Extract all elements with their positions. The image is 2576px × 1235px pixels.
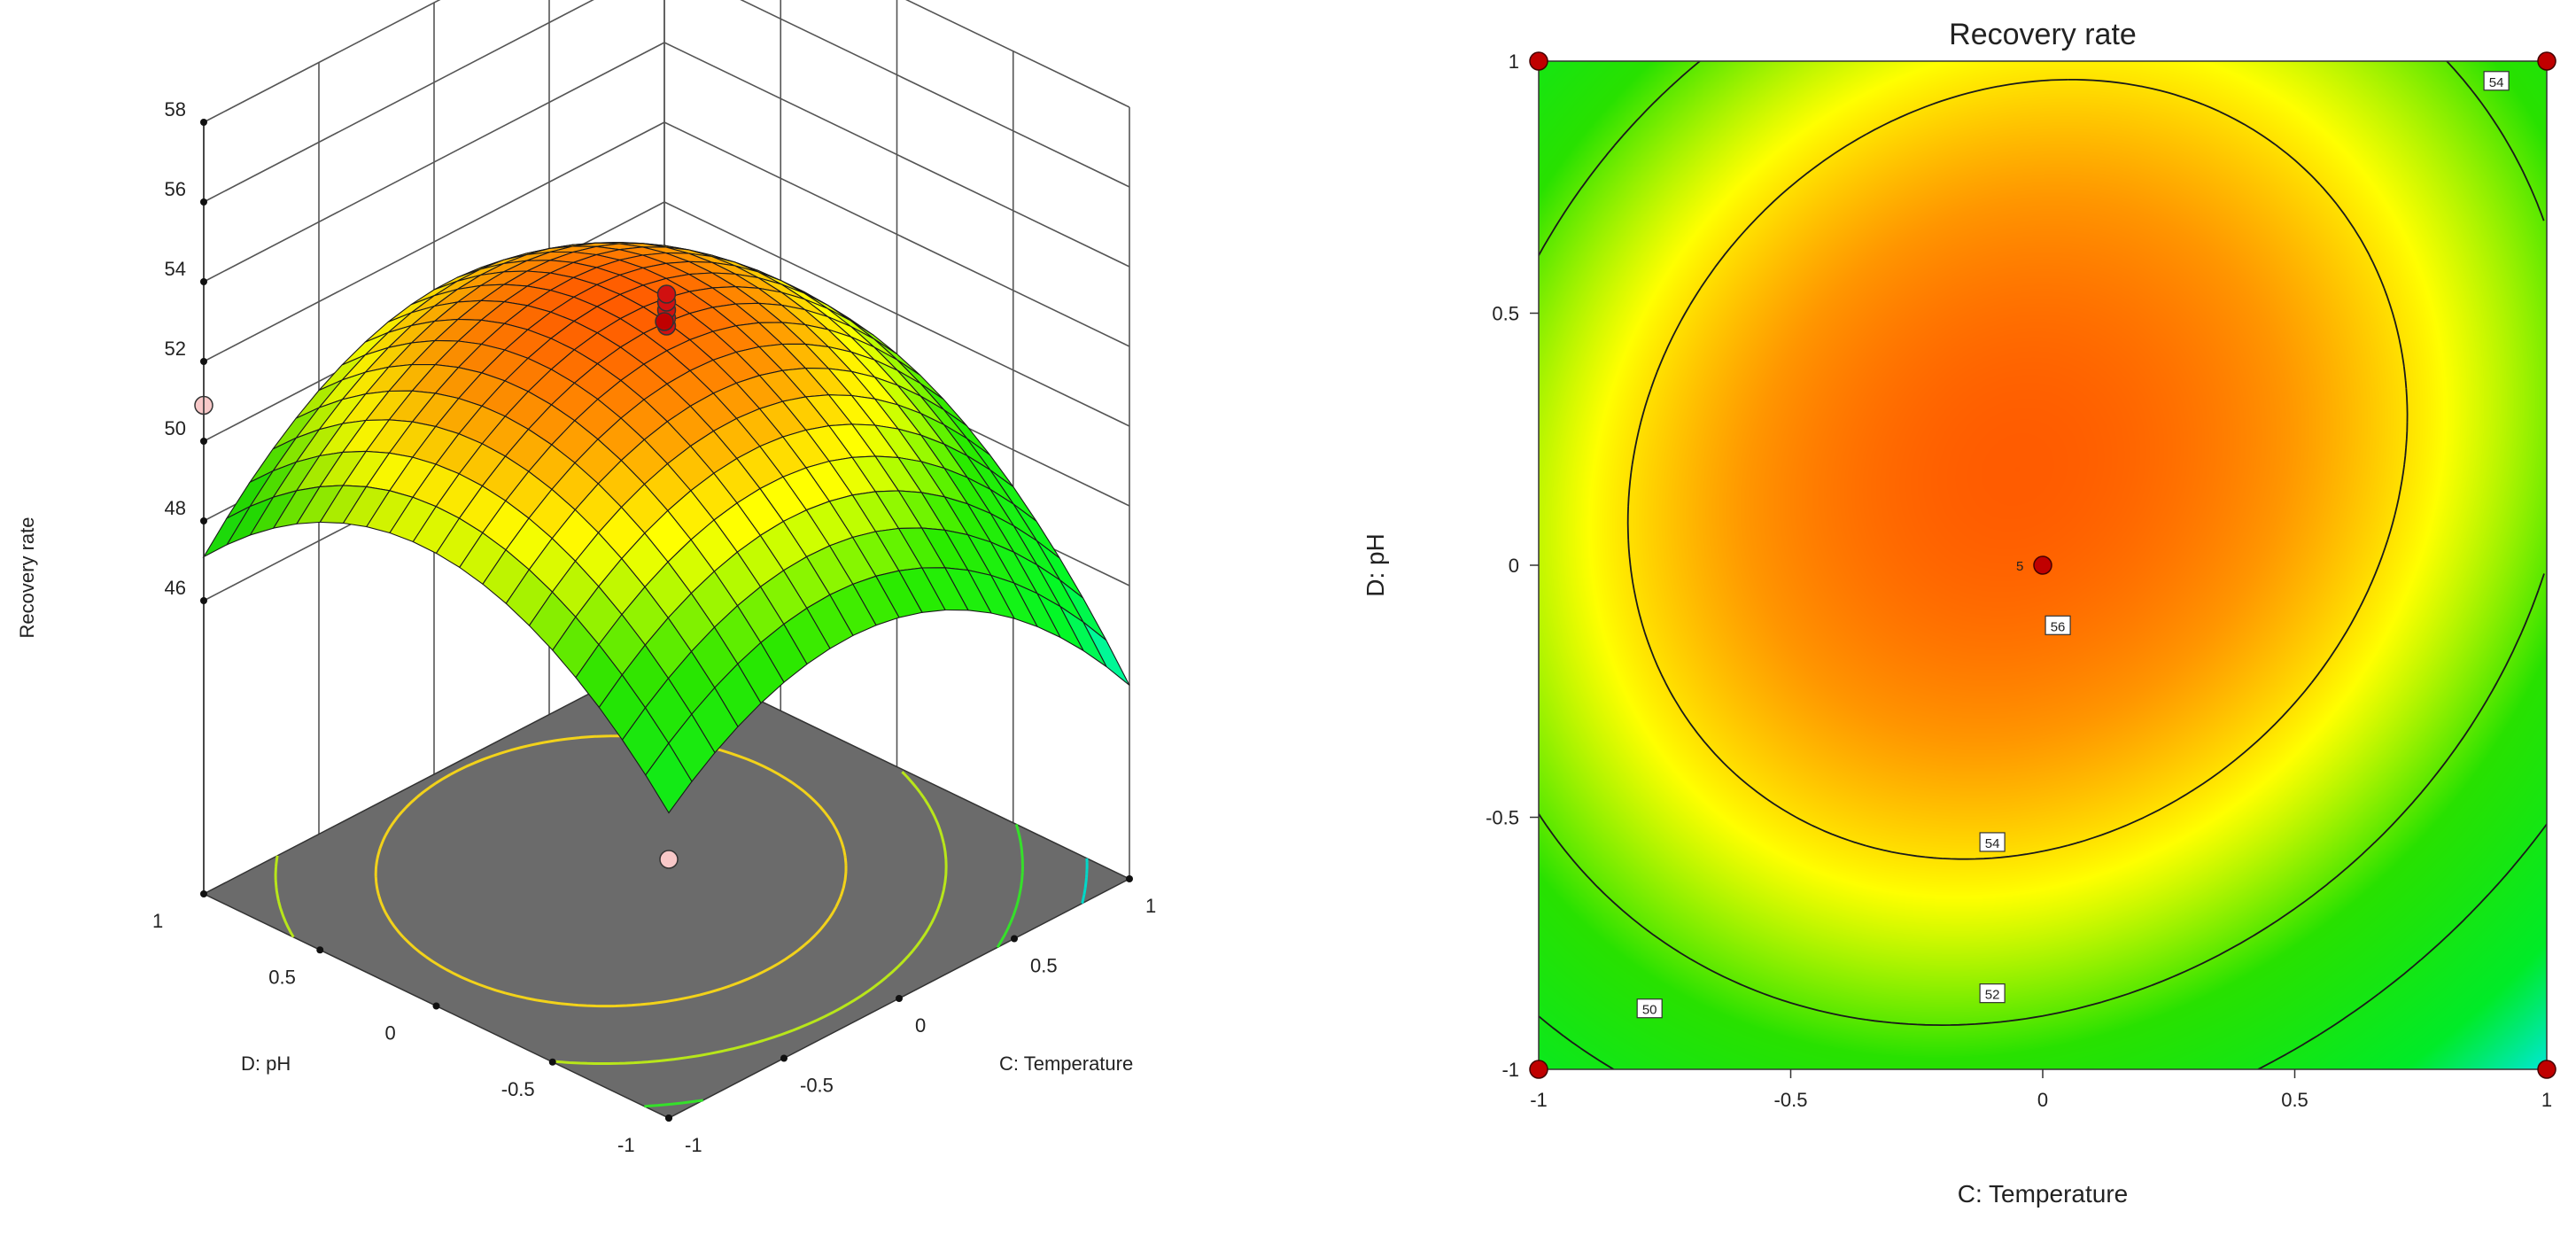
wall-grid-line <box>203 42 665 283</box>
contour-label: 56 <box>2051 619 2066 634</box>
contour-center-point <box>2033 555 2052 575</box>
contour-plot: Recovery rate 50 52 54 56 54 -1 -1 -0.5 -0.5 0 0 0… <box>1362 18 2557 1208</box>
contour-label: 54 <box>1985 836 2000 851</box>
x-tick <box>665 1115 672 1122</box>
contour-y-tick-label: 1 <box>1509 50 1519 73</box>
contour-line <box>1539 823 2547 1069</box>
contour-y-tick-label: 0 <box>1509 555 1519 577</box>
contour-y-tick-label: 0.5 <box>1492 303 1519 325</box>
z-tick <box>200 119 207 126</box>
surface-plot-panel: 46 48 50 52 54 56 58 1 0.5 0 -0.5 -1 -1 -0.5 0 0.5 1 Rec… <box>0 0 1284 1235</box>
contour-label-box <box>2483 71 2510 91</box>
contour-y-tick-label: -1 <box>1501 1059 1519 1081</box>
surface-zlabel: Recovery rate <box>16 517 38 639</box>
surface-plot: 46 48 50 52 54 56 58 1 0.5 0 -0.5 -1 -1 -0.5 0 0.5 1 Rec… <box>16 0 1156 1156</box>
contour-label-box <box>1636 998 1663 1019</box>
contour-design-point <box>2537 1060 2557 1079</box>
design-point-center <box>656 284 677 304</box>
y-tick-label: 0 <box>385 1022 396 1045</box>
z-tick-label: 56 <box>165 178 186 200</box>
contour-title: Recovery rate <box>1949 18 2137 51</box>
x-tick-label: 0.5 <box>1030 955 1058 977</box>
contour-design-point <box>1529 1060 1548 1079</box>
x-tick-label: 0 <box>915 1014 926 1037</box>
surface-design-points <box>194 284 679 869</box>
x-tick <box>1011 935 1018 943</box>
contour-labels: 50 52 54 56 54 <box>1636 71 2510 1019</box>
z-tick <box>200 278 207 285</box>
floor-contour <box>644 823 1024 1108</box>
contour-design-points <box>1529 51 2557 1079</box>
contour-xlabel: C: Temperature <box>1958 1180 2128 1208</box>
x-tick-label: 1 <box>1145 895 1156 917</box>
wall-grid-line <box>663 201 1130 427</box>
z-tick-label: 52 <box>165 338 186 360</box>
y-tick <box>316 946 324 954</box>
contour-line <box>1539 61 2545 1026</box>
contour-lines <box>1539 61 2547 1069</box>
wall-grid-line <box>203 0 441 123</box>
contour-label: 50 <box>1642 1003 1657 1018</box>
y-tick-label: -1 <box>617 1134 635 1156</box>
z-tick-label: 58 <box>165 98 186 120</box>
z-tick-label: 46 <box>165 577 186 599</box>
z-tick <box>200 517 207 524</box>
x-tick-label: -1 <box>685 1134 702 1156</box>
surface-cell <box>645 742 693 814</box>
z-tick <box>200 198 207 206</box>
contour-label: 52 <box>1985 988 2000 1003</box>
contour-x-tick-label: -0.5 <box>1774 1089 1808 1111</box>
surface-xlabel: C: Temperature <box>999 1052 1133 1075</box>
z-tick-label: 50 <box>165 417 186 439</box>
design-point <box>659 850 679 869</box>
contour-label-box <box>2045 615 2071 635</box>
contour-design-point <box>1529 51 1548 71</box>
contour-label: 54 <box>2489 75 2504 90</box>
contour-x-tick-label: 1 <box>2541 1089 2552 1111</box>
contour-line <box>1626 79 2409 860</box>
contour-center-count: 5 <box>2016 559 2023 574</box>
contour-x-tick-label: 0.5 <box>2281 1089 2308 1111</box>
floor-contour <box>1081 858 1089 905</box>
y-tick <box>432 1002 440 1010</box>
wall-grid-line <box>740 0 1130 188</box>
wall-grid-line <box>203 121 665 362</box>
contour-design-point <box>2537 51 2557 71</box>
floor-contour <box>274 677 948 1065</box>
contour-y-tick-label: -0.5 <box>1486 807 1519 829</box>
contour-label-box <box>1979 983 2006 1004</box>
contour-x-tick-label: 0 <box>2037 1089 2048 1111</box>
contour-plot-panel: Recovery rate 50 52 54 56 54 -1 -1 -0.5 -0.5 0 0 0… <box>1284 0 2576 1235</box>
z-tick-label: 54 <box>165 258 186 280</box>
x-tick <box>896 995 903 1002</box>
wall-grid-line <box>663 42 1130 268</box>
contour-ylabel: D: pH <box>1362 533 1389 597</box>
y-tick-label: 1 <box>152 910 163 932</box>
z-tick <box>200 597 207 604</box>
x-tick-label: -0.5 <box>800 1075 834 1097</box>
x-tick <box>780 1054 788 1062</box>
y-tick <box>200 890 207 897</box>
surface-axes: 46 48 50 52 54 56 58 1 0.5 0 -0.5 -1 -1 -0.5 0 0.5 1 <box>152 98 1156 1156</box>
surface-ylabel: D: pH <box>241 1052 291 1075</box>
design-point <box>655 312 674 331</box>
z-tick <box>200 438 207 445</box>
wall-grid-line <box>905 0 1130 108</box>
x-tick <box>1126 875 1133 882</box>
y-tick-label: -0.5 <box>501 1078 535 1100</box>
surface-mesh <box>202 241 1130 814</box>
z-tick-label: 48 <box>165 497 186 519</box>
wall-grid-line <box>203 0 594 203</box>
y-tick <box>548 1058 556 1066</box>
wall-grid-line <box>663 121 1130 347</box>
y-tick-label: 0.5 <box>268 966 296 988</box>
z-tick <box>200 358 207 365</box>
contour-x-tick-label: -1 <box>1530 1089 1548 1111</box>
contour-label-box <box>1979 832 2006 852</box>
